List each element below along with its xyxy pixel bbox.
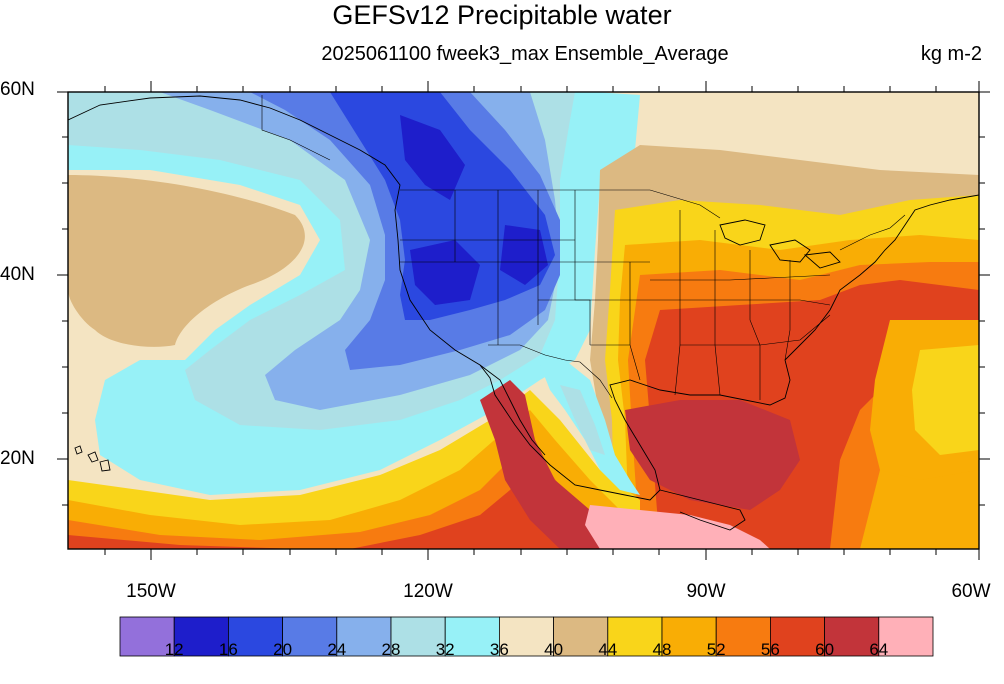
colorbar-level-label: 56 xyxy=(760,640,780,659)
colorbar-box xyxy=(227,616,283,657)
precipitable-water-field xyxy=(68,92,979,549)
colorbar-level-label: 36 xyxy=(489,640,509,659)
units-label: kg m-2 xyxy=(920,43,982,65)
colorbar-box xyxy=(553,616,609,657)
colorbar-level-label: 32 xyxy=(435,640,455,659)
colorbar-level-label: 64 xyxy=(869,640,889,659)
lat-label-20n: 20N xyxy=(0,448,35,469)
colorbar-level-label: 40 xyxy=(544,640,564,659)
colorbar-box xyxy=(824,616,880,657)
colorbar-box xyxy=(878,616,934,657)
lon-label-60w: 60W xyxy=(951,581,991,602)
colorbar-level-label: 12 xyxy=(164,640,184,659)
lon-label-150w: 150W xyxy=(126,581,176,602)
political-borders xyxy=(261,95,906,400)
colorbar-level-label: 60 xyxy=(815,640,835,659)
lat-label-40n: 40N xyxy=(0,264,35,285)
colorbar-box xyxy=(336,616,392,657)
axis-ticks xyxy=(57,81,990,560)
map-title: GEFSv12 Precipitable water xyxy=(332,0,672,30)
lon-label-90w: 90W xyxy=(686,581,726,602)
colorbar-level-label: 24 xyxy=(327,640,347,659)
colorbar-box xyxy=(715,616,771,657)
colorbar-box xyxy=(498,616,554,657)
coastlines xyxy=(68,95,979,531)
lon-label-120w: 120W xyxy=(403,581,453,602)
colorbar-box xyxy=(661,616,717,657)
map-subtitle: 2025061100 fweek3_max Ensemble_Average xyxy=(321,43,729,65)
colorbar-level-label: 52 xyxy=(706,640,726,659)
colorbar xyxy=(119,616,934,657)
colorbar-level-label: 48 xyxy=(652,640,672,659)
colorbar-box xyxy=(390,616,446,657)
colorbar-box xyxy=(282,616,338,657)
colorbar-box xyxy=(173,616,229,657)
colorbar-box xyxy=(607,616,663,657)
colorbar-level-label: 44 xyxy=(598,640,618,659)
colorbar-level-label: 20 xyxy=(273,640,293,659)
colorbar-level-label: 28 xyxy=(381,640,401,659)
lat-label-60n: 60N xyxy=(0,79,35,100)
colorbar-level-label: 16 xyxy=(218,640,238,659)
